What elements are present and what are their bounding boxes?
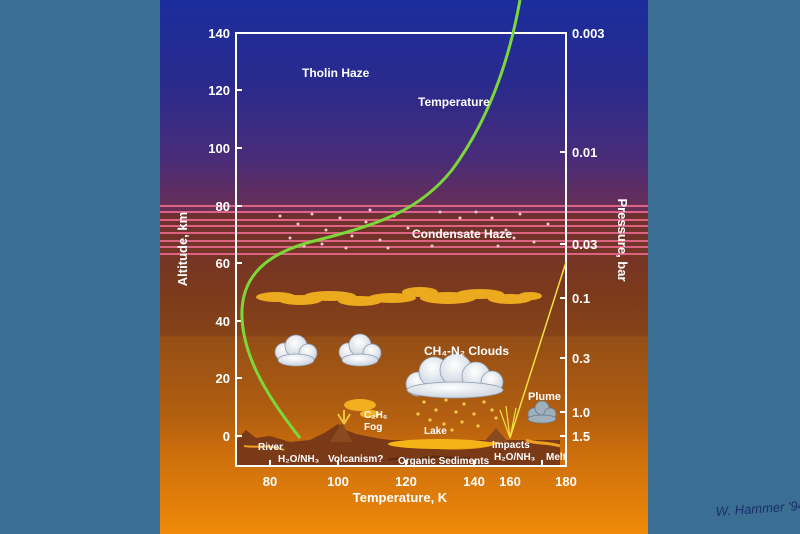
h2o-nh3-right-label: H₂O/NH₃: [494, 452, 536, 463]
temperature-tick-180: 180: [555, 474, 577, 489]
pressure-tick-0.1: 0.1: [572, 291, 590, 306]
precipitation: [416, 398, 498, 432]
altitude-tick-80: 80: [216, 199, 230, 214]
temperature-tick-160: 160: [499, 474, 521, 489]
surface-terrain: [236, 422, 561, 466]
volcano-and-fog: [337, 399, 380, 425]
plume-cloud: [527, 400, 557, 424]
lake: [388, 439, 492, 449]
pressure-tick-1.5: 1.5: [572, 429, 590, 444]
plume-label: Plume: [528, 391, 561, 403]
h2o-nh3-left-label: H₂O/NH₃: [278, 454, 320, 465]
condensate-haze-label: Condensate Haze: [412, 227, 512, 241]
pressure-tick-0.03: 0.03: [572, 237, 597, 252]
temperature-curve: [240, 0, 522, 439]
temperature-tick-100: 100: [327, 474, 349, 489]
pressure-tick-labels: 0.003 0.01 0.03 0.1 0.3 1.0 1.5: [572, 26, 605, 444]
artist-signature: W. Hammer '94: [715, 498, 800, 519]
altitude-tick-0: 0: [223, 429, 230, 444]
plume-line: [509, 261, 567, 439]
melt-label: Melt: [546, 452, 567, 463]
altitude-axis-label: Altitude, km: [175, 212, 190, 286]
river-label: River: [258, 442, 283, 453]
c2h6-label: C₂H₆: [364, 410, 387, 421]
plot-frame: [235, 32, 567, 467]
right-margin: [648, 0, 800, 534]
pressure-tick-0.3: 0.3: [572, 351, 590, 366]
temperature-label: Temperature: [418, 95, 490, 109]
pressure-tick-0.01: 0.01: [572, 145, 597, 160]
altitude-tick-20: 20: [216, 371, 230, 386]
lake-label: Lake: [424, 426, 447, 437]
volcanism-label: Volcanism?: [328, 454, 383, 465]
tholin-haze-label: Tholin Haze: [302, 66, 370, 80]
clouds-label: CH₄-N₂ Clouds: [424, 344, 509, 358]
impacts-label: Impacts: [492, 440, 530, 451]
fog-label: Fog: [364, 422, 382, 433]
methane-nitrogen-clouds: [274, 333, 504, 399]
cloud-small-right: [338, 333, 382, 367]
altitude-tick-labels: 140 120 100 80 60 40 20 0: [208, 26, 230, 444]
organic-sediments-label: Organic Sediments: [398, 456, 490, 467]
left-margin: [0, 0, 160, 534]
pressure-axis-label: Pressure, bar: [615, 198, 630, 281]
temperature-tick-120: 120: [395, 474, 417, 489]
cloud-small-left: [274, 334, 318, 367]
altitude-tick-100: 100: [208, 141, 230, 156]
altitude-tick-40: 40: [216, 314, 230, 329]
altitude-tick-120: 120: [208, 83, 230, 98]
pressure-tick-0.003: 0.003: [572, 26, 605, 41]
cloud-large: [405, 353, 504, 399]
altitude-tick-60: 60: [216, 256, 230, 271]
pressure-tick-1.0: 1.0: [572, 405, 590, 420]
temperature-tick-80: 80: [263, 474, 277, 489]
temperature-axis-label: Temperature, K: [353, 490, 448, 505]
temperature-tick-labels: 80 100 120 140 160 180: [263, 474, 577, 489]
lower-haze-layer: [256, 287, 542, 306]
altitude-tick-140: 140: [208, 26, 230, 41]
temperature-tick-140: 140: [463, 474, 485, 489]
